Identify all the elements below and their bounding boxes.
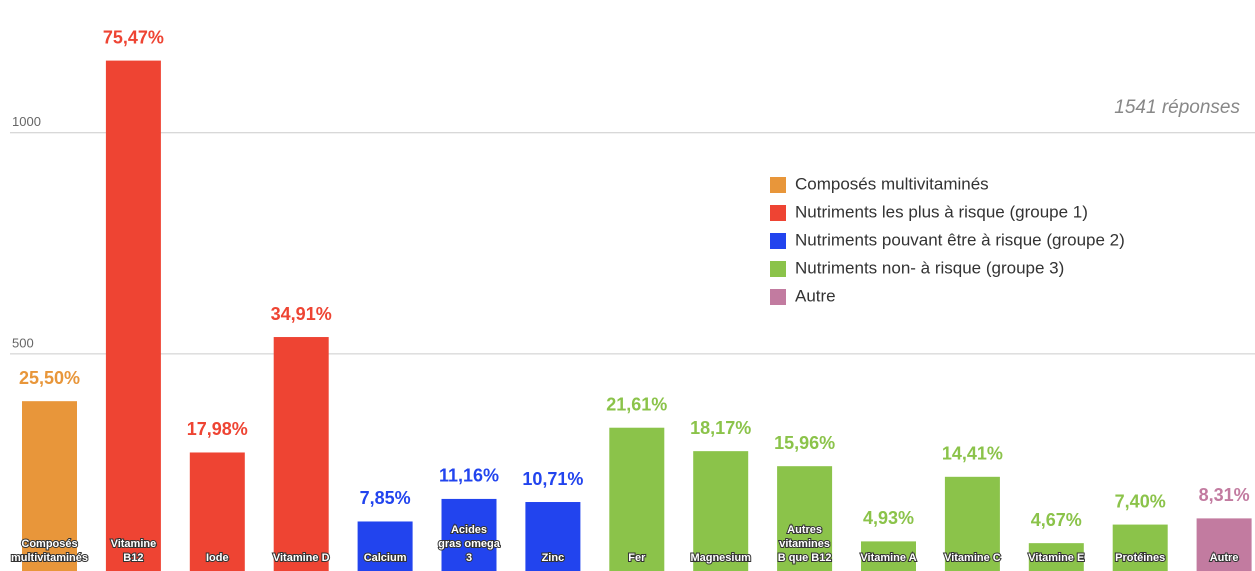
value-label: 11,16% <box>439 466 499 486</box>
legend-swatch <box>770 205 786 221</box>
bar <box>1196 518 1252 571</box>
bar <box>693 451 749 571</box>
x-tick-label: Vitamine B12 <box>111 538 157 564</box>
value-label: 10,71% <box>522 469 583 489</box>
x-tick-label: Autre <box>1210 552 1239 564</box>
y-tick-label: 500 <box>12 335 34 350</box>
value-label: 18,17% <box>690 418 751 438</box>
legend-swatch <box>770 261 786 277</box>
x-tick-label: Magnesium <box>690 552 751 564</box>
annotation: 1541 réponses <box>1114 97 1240 118</box>
value-label: 14,41% <box>942 444 1003 464</box>
x-tick-label: Vitamine C <box>944 552 1001 564</box>
value-label: 25,50% <box>19 368 80 388</box>
x-tick-label: Vitamine E <box>1028 552 1084 564</box>
value-label: 21,61% <box>606 394 667 414</box>
legend-label: Nutriments les plus à risque (groupe 1) <box>795 202 1088 221</box>
x-tick-label: Vitamine D <box>273 552 330 564</box>
x-tick-label: Vitamine A <box>860 552 916 564</box>
value-label: 17,98% <box>187 419 248 439</box>
bar <box>861 541 916 571</box>
legend-swatch <box>770 177 786 193</box>
bar <box>1112 524 1168 571</box>
bar <box>609 427 665 571</box>
x-tick-label: Iode <box>206 552 229 564</box>
value-label: 7,85% <box>360 488 411 508</box>
bar <box>189 452 245 571</box>
legend-label: Autre <box>795 286 836 305</box>
bar <box>441 498 497 571</box>
x-tick-label: Zinc <box>542 552 565 564</box>
value-label: 7,40% <box>1115 491 1166 511</box>
bar <box>273 337 329 571</box>
x-tick-label: Fer <box>628 552 646 564</box>
legend-swatch <box>770 233 786 249</box>
legend-label: Composés multivitaminés <box>795 174 989 193</box>
bar <box>1028 543 1084 571</box>
value-label: 15,96% <box>774 433 835 453</box>
value-label: 34,91% <box>271 304 332 324</box>
legend-swatch <box>770 289 786 305</box>
bar <box>525 502 581 571</box>
bar <box>105 60 161 571</box>
x-tick-label: Protéines <box>1115 552 1165 564</box>
x-tick-label: Acides gras omega 3 <box>438 524 501 564</box>
value-label: 8,31% <box>1199 485 1250 505</box>
value-label: 75,47% <box>103 27 164 47</box>
bar <box>22 401 77 571</box>
x-tick-label: Composés multivitaminés <box>11 538 88 564</box>
x-tick-label: Calcium <box>364 552 407 564</box>
bar <box>357 521 413 571</box>
value-label: 4,67% <box>1031 510 1082 530</box>
y-tick-label: 1000 <box>12 114 41 129</box>
bar <box>777 466 833 571</box>
x-tick-label: Autres vitamines B que B12 <box>778 524 832 564</box>
value-label: 4,93% <box>863 508 914 528</box>
bar <box>944 476 1000 571</box>
legend-label: Nutriments non- à risque (groupe 3) <box>795 258 1064 277</box>
legend-label: Nutriments pouvant être à risque (groupe… <box>795 230 1125 249</box>
